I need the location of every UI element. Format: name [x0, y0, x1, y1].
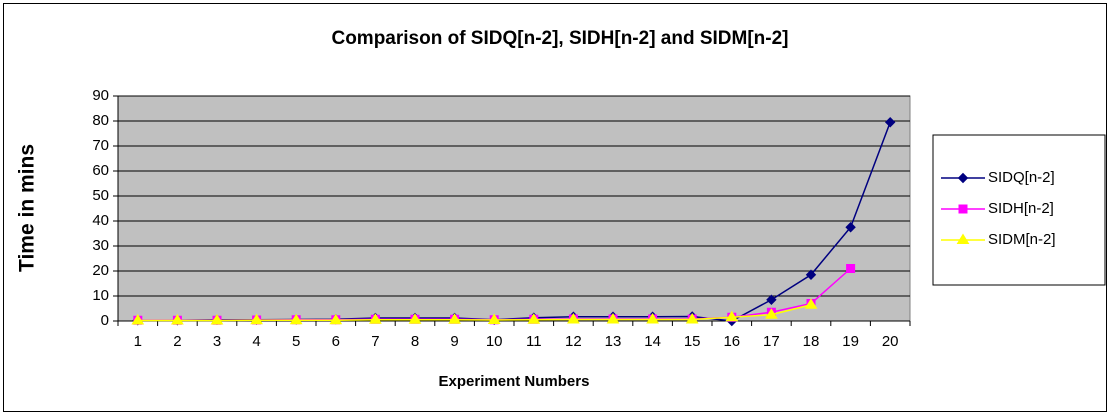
- x-tick-label: 7: [371, 333, 379, 350]
- marker: [957, 172, 969, 184]
- plot-area: [117, 95, 911, 322]
- x-tick-label: 5: [292, 333, 300, 350]
- legend-label: SIDH[n-2]: [988, 200, 1054, 217]
- x-tick-label: 17: [763, 333, 780, 350]
- x-tick-label: 9: [450, 333, 458, 350]
- x-tick-label: 2: [173, 333, 181, 350]
- x-tick-label: 8: [411, 333, 419, 350]
- y-tick-label: 70: [92, 137, 109, 154]
- y-tick-label: 0: [101, 312, 109, 329]
- marker: [448, 313, 461, 324]
- marker: [606, 313, 620, 324]
- y-tick-label: 80: [92, 112, 109, 129]
- marker: [329, 313, 343, 325]
- x-axis-label: Experiment Numbers: [439, 373, 590, 390]
- marker: [646, 313, 659, 324]
- marker: [765, 308, 778, 319]
- x-tick-label: 4: [252, 333, 260, 350]
- marker: [958, 204, 968, 214]
- y-tick-label: 50: [92, 187, 109, 204]
- y-tick-label: 40: [92, 212, 109, 229]
- y-tick-label: 60: [92, 162, 109, 179]
- x-tick-label: 6: [332, 333, 340, 350]
- marker: [408, 313, 422, 324]
- x-tick-label: 14: [644, 333, 661, 350]
- x-tick-label: 3: [213, 333, 221, 350]
- marker: [567, 313, 580, 324]
- legend-label: SIDQ[n-2]: [988, 169, 1055, 186]
- x-tick-label: 15: [684, 333, 701, 350]
- marker: [487, 313, 501, 324]
- y-axis-label: Time in mins: [16, 144, 39, 272]
- marker: [171, 314, 184, 325]
- x-tick-label: 20: [882, 333, 899, 350]
- x-tick-label: 13: [605, 333, 622, 350]
- x-tick-label: 10: [486, 333, 503, 350]
- y-tick-label: 90: [92, 87, 109, 104]
- y-tick-label: 20: [92, 262, 109, 279]
- marker: [289, 313, 303, 325]
- x-tick-label: 16: [723, 333, 740, 350]
- x-tick-label: 18: [803, 333, 820, 350]
- marker: [805, 269, 817, 280]
- marker: [725, 310, 739, 322]
- x-tick-label: 1: [134, 333, 142, 350]
- series-line: [137, 304, 812, 322]
- marker: [804, 298, 818, 309]
- y-tick-label: 30: [92, 237, 109, 254]
- marker: [845, 222, 856, 233]
- marker: [210, 314, 224, 325]
- legend-label: SIDM[n-2]: [988, 231, 1056, 248]
- marker: [527, 313, 541, 324]
- chart-title: Comparison of SIDQ[n-2], SIDH[n-2] and S…: [331, 28, 788, 49]
- marker: [250, 313, 263, 325]
- marker: [884, 117, 896, 128]
- marker: [369, 313, 382, 324]
- marker: [131, 314, 145, 325]
- y-tick-label: 10: [92, 287, 109, 304]
- marker: [846, 264, 856, 273]
- marker: [685, 313, 699, 324]
- x-tick-label: 11: [526, 333, 542, 350]
- x-tick-label: 19: [842, 333, 859, 350]
- marker: [766, 294, 777, 305]
- marker: [956, 233, 970, 244]
- x-tick-label: 12: [565, 333, 582, 350]
